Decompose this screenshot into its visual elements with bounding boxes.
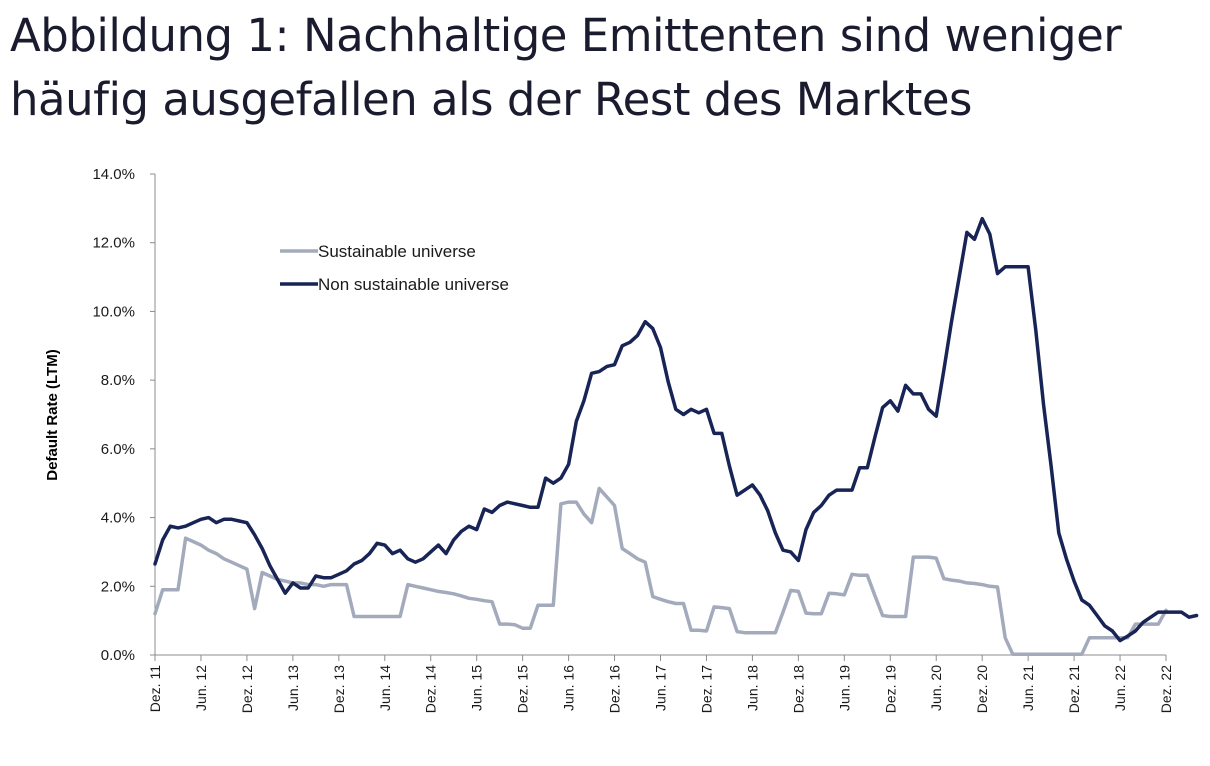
x-tick-label: Jun. 17 [653,665,669,711]
y-tick-label: 12.0% [92,235,135,252]
legend-label: Non sustainable universe [318,275,509,294]
x-tick-label: Dez. 17 [698,665,714,713]
x-tick-label: Dez. 22 [1158,665,1174,713]
chart-axes [150,173,1167,661]
x-tick-label: Dez. 20 [974,665,990,713]
x-tick-labels: Dez. 11 Jun. 12 Dez. 12 Jun. 13 Dez. 13 Jun. … [147,665,1174,713]
y-tick-label: 0.0% [101,647,135,664]
y-tick-label: 4.0% [101,510,135,527]
x-tick-label: Jun. 20 [928,665,944,711]
legend-label: Sustainable universe [318,242,476,261]
y-tick-label: 8.0% [101,372,135,389]
x-tick-label: Dez. 12 [239,665,255,713]
chart-title: Abbildung 1: Nachhaltige Emittenten sind… [10,9,1122,126]
sustainable-series-line [153,486,1168,657]
x-tick-label: Dez. 21 [1066,665,1082,713]
y-tick-label: 14.0% [92,166,135,183]
x-tick-label: Jun. 13 [285,665,301,711]
chart-legend: Sustainable universe Non sustainable univ… [280,242,509,294]
x-tick-label: Dez. 11 [147,665,163,712]
x-tick-label: Dez. 16 [607,665,623,713]
y-axis-label: Default Rate (LTM) [44,349,61,480]
x-tick-label: Dez. 18 [790,665,806,713]
x-tick-label: Jun. 14 [377,665,393,711]
x-tick-label: Jun. 22 [1112,665,1128,711]
y-tick-label: 10.0% [92,303,135,320]
chart-lines [153,216,1199,657]
x-tick-label: Jun. 16 [561,665,577,711]
x-tick-label: Dez. 19 [882,665,898,713]
y-tick-label: 6.0% [101,441,135,458]
x-tick-label: Jun. 18 [744,665,760,711]
y-tick-labels: 0.0% 2.0% 4.0% 6.0% 8.0% 10.0% 12.0% 14.0% [92,166,135,664]
x-tick-label: Dez. 15 [515,665,531,713]
x-tick-label: Dez. 14 [423,665,439,713]
x-tick-label: Dez. 13 [331,665,347,713]
x-tick-label: Jun. 19 [836,665,852,711]
x-tick-label: Jun. 15 [469,665,485,711]
x-tick-label: Jun. 12 [193,665,209,711]
x-tick-label: Jun. 21 [1020,665,1036,711]
y-tick-label: 2.0% [101,578,135,595]
non-sustainable-series-line [153,216,1199,643]
